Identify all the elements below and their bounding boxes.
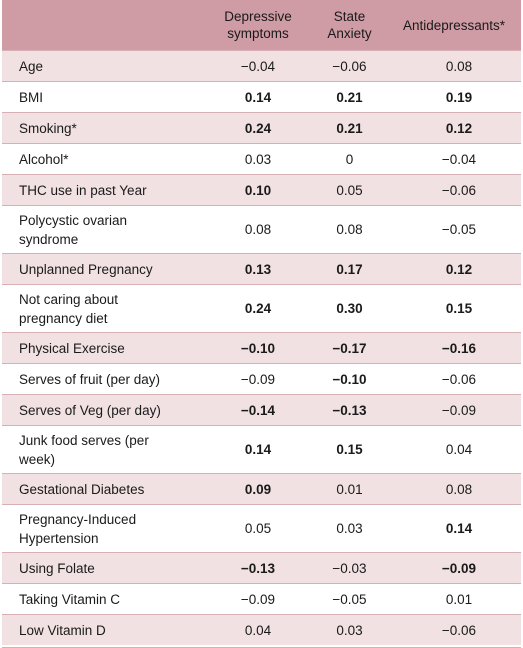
row-label: Polycystic ovarian syndrome — [2, 205, 204, 253]
table-cell: −0.05 — [387, 205, 521, 253]
table-cell: 0.24 — [204, 284, 312, 332]
table-cell: −0.06 — [387, 363, 521, 394]
row-label-text: Serves of fruit (per day) — [19, 371, 161, 387]
table-cell: 0.08 — [312, 205, 387, 253]
table-cell: 0.21 — [312, 112, 387, 143]
row-label: Age — [2, 50, 204, 81]
table-cell: −0.10 — [204, 332, 312, 363]
table-cell: 0.01 — [312, 473, 387, 504]
row-label: BMI — [2, 81, 204, 112]
table-cell: 0.05 — [312, 174, 387, 205]
table-cell: 0.01 — [387, 583, 521, 614]
row-label-text: THC use in past Year — [19, 182, 147, 198]
row-label: THC use in past Year — [2, 174, 204, 205]
row-label: Unplanned Pregnancy — [2, 253, 204, 284]
table-cell: −0.06 — [387, 614, 521, 645]
table-cell: 0.15 — [312, 425, 387, 473]
row-label: Pregnancy-Induced Hypertension — [2, 504, 204, 552]
table-cell: −0.06 — [387, 174, 521, 205]
table-cell: −0.13 — [204, 552, 312, 583]
table-cell: 0.12 — [387, 253, 521, 284]
table-cell: 0.19 — [387, 81, 521, 112]
table-cell: −0.09 — [204, 583, 312, 614]
table-cell: −0.03 — [312, 552, 387, 583]
table-cell: −0.16 — [387, 332, 521, 363]
table-cell: 0.09 — [204, 473, 312, 504]
row-label-text: Serves of Veg (per day) — [19, 402, 161, 418]
header-cell-antidepressants: Antidepressants* — [387, 0, 521, 50]
table-cell: 0.10 — [204, 174, 312, 205]
row-label: Serves of fruit (per day) — [2, 363, 204, 394]
table-cell: −0.17 — [312, 332, 387, 363]
row-label-text: Age — [19, 58, 44, 74]
row-label-text: Not caring about pregnancy diet — [19, 291, 119, 326]
table-cell: 0.04 — [387, 425, 521, 473]
table-cell: 0.03 — [204, 143, 312, 174]
row-label: Low Vitamin D — [2, 614, 204, 645]
table-cell: 0.03 — [312, 504, 387, 552]
table-cell: −0.09 — [387, 552, 521, 583]
table-cell: 0.30 — [312, 284, 387, 332]
row-label-text: Gestational Diabetes — [19, 481, 145, 497]
table-cell: −0.04 — [387, 143, 521, 174]
header-cell-depressive-symptoms: Depressive symptoms — [204, 0, 312, 50]
row-label-text: Using Folate — [19, 560, 95, 576]
table-cell: 0.08 — [204, 205, 312, 253]
row-label: Using Folate — [2, 552, 204, 583]
header-cell-state-anxiety: State Anxiety — [312, 0, 387, 50]
row-label: Taking Vitamin C — [2, 583, 204, 614]
table-cell: 0.08 — [387, 50, 521, 81]
row-label: Physical Exercise — [2, 332, 204, 363]
table-cell: 0.13 — [204, 253, 312, 284]
table-cell: −0.04 — [204, 50, 312, 81]
table-cell: −0.05 — [312, 583, 387, 614]
row-label-text: Low Vitamin D — [19, 622, 106, 638]
table-cell: 0.08 — [387, 473, 521, 504]
table-cell: −0.09 — [387, 394, 521, 425]
row-label: Smoking* — [2, 112, 204, 143]
table-cell: −0.06 — [312, 50, 387, 81]
row-label-text: Taking Vitamin C — [19, 591, 121, 607]
table-cell: −0.13 — [312, 394, 387, 425]
header-label: State Anxiety — [327, 9, 372, 41]
table-cell: 0.14 — [204, 425, 312, 473]
row-label: Junk food serves (per week) — [2, 425, 204, 473]
table-cell: −0.10 — [312, 363, 387, 394]
row-label-text: Physical Exercise — [19, 340, 125, 356]
row-label-text: Junk food serves (per week) — [19, 432, 149, 467]
table-cell: 0.17 — [312, 253, 387, 284]
row-label: Serves of Veg (per day) — [2, 394, 204, 425]
row-label-text: BMI — [19, 89, 44, 105]
row-label-text: Polycystic ovarian syndrome — [19, 212, 128, 247]
table-cell: 0.21 — [312, 81, 387, 112]
table-cell: 0.03 — [312, 614, 387, 645]
table-cell: 0.14 — [204, 81, 312, 112]
table-cell: 0.24 — [204, 112, 312, 143]
row-label-text: Smoking* — [19, 120, 77, 136]
table-cell: 0 — [312, 143, 387, 174]
row-label: Gestational Diabetes — [2, 473, 204, 504]
row-label-text: Alcohol* — [19, 151, 69, 167]
row-label: Not caring about pregnancy diet — [2, 284, 204, 332]
table-cell: 0.04 — [204, 614, 312, 645]
header-label: Depressive symptoms — [224, 9, 292, 41]
table-cell: 0.15 — [387, 284, 521, 332]
table-cell: 0.05 — [204, 504, 312, 552]
table-cell: −0.14 — [204, 394, 312, 425]
table-cell: 0.14 — [387, 504, 521, 552]
header-cell-variable — [2, 0, 204, 50]
table-cell: 0.12 — [387, 112, 521, 143]
row-label-text: Unplanned Pregnancy — [19, 261, 153, 277]
table-cell: −0.09 — [204, 363, 312, 394]
row-label-text: Pregnancy-Induced Hypertension — [19, 511, 137, 546]
row-label: Alcohol* — [2, 143, 204, 174]
